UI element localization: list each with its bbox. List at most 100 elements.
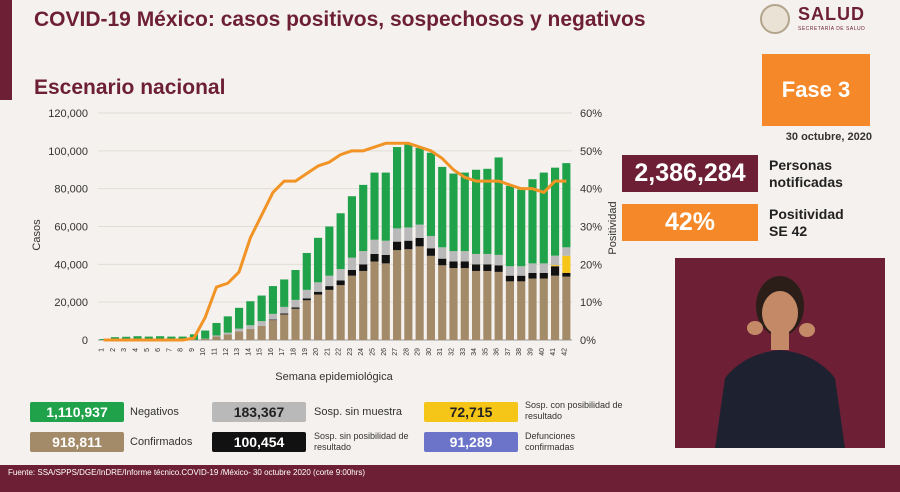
x-tick-label: 3 bbox=[121, 348, 128, 352]
bar-sin_muestra bbox=[268, 313, 277, 320]
bar-negativos bbox=[404, 143, 413, 228]
x-tick-label: 28 bbox=[403, 348, 410, 356]
x-tick-label: 16 bbox=[268, 348, 275, 356]
y2-tick-label: 50% bbox=[580, 146, 602, 158]
bar-sin_posibilidad bbox=[393, 241, 402, 251]
bar-sin_posibilidad bbox=[562, 272, 571, 277]
bar-negativos bbox=[517, 189, 526, 267]
y-tick-label: 120,000 bbox=[48, 108, 88, 120]
legend-sin-posibilidad-label: Sosp. sin posibilidad de resultado bbox=[314, 431, 409, 452]
bar-confirmados bbox=[404, 249, 413, 340]
bar-negativos bbox=[257, 295, 266, 322]
bar-sin_muestra bbox=[404, 227, 413, 241]
x-tick-label: 34 bbox=[471, 348, 478, 356]
y2-tick-label: 0% bbox=[580, 335, 596, 347]
bar-confirmados bbox=[528, 278, 537, 340]
bar-confirmados bbox=[235, 331, 244, 340]
y2-axis-ticks: 0% 10% 20% 30% 40% 50% 60% bbox=[580, 108, 602, 347]
bar-confirmados bbox=[212, 336, 221, 340]
x-tick-label: 15 bbox=[257, 348, 264, 356]
bar-sin_muestra bbox=[291, 299, 300, 308]
y-axis-label: Casos bbox=[31, 219, 43, 251]
bar-negativos bbox=[472, 169, 481, 254]
bar-sin_posibilidad bbox=[336, 280, 345, 286]
bar-sin_posibilidad bbox=[381, 254, 390, 264]
bar-sin_posibilidad bbox=[415, 237, 424, 247]
x-tick-label: 7 bbox=[166, 348, 173, 352]
bar-sin_muestra bbox=[347, 257, 356, 271]
bar-negativos bbox=[133, 336, 142, 340]
bar-sin_muestra bbox=[280, 306, 289, 314]
bar-sin_posibilidad bbox=[551, 266, 560, 276]
bar-negativos bbox=[381, 172, 390, 241]
y2-tick-label: 40% bbox=[580, 184, 602, 196]
y-tick-label: 100,000 bbox=[48, 146, 88, 158]
bar-sin_posibilidad bbox=[314, 291, 323, 295]
x-tick-label: 18 bbox=[291, 348, 298, 356]
footer-source: Fuente: SSA/SPPS/DGE/InDRE/Informe técni… bbox=[8, 468, 366, 477]
bar-sin_muestra bbox=[551, 255, 560, 266]
bar-sin_posibilidad bbox=[483, 264, 492, 271]
x-tick-label: 19 bbox=[302, 348, 309, 356]
bar-confirmados bbox=[223, 334, 232, 340]
bar-sin_posibilidad bbox=[449, 261, 458, 269]
legend-sin-posibilidad-value: 100,454 bbox=[212, 432, 306, 452]
bar-sin_posibilidad bbox=[280, 313, 289, 315]
bar-confirmados bbox=[393, 250, 402, 340]
legend-con-posibilidad-label: Sosp. con posibilidad de resultado bbox=[525, 400, 623, 421]
x-tick-label: 27 bbox=[392, 348, 399, 356]
bar-con_posibilidad bbox=[562, 255, 571, 273]
x-tick-label: 37 bbox=[505, 348, 512, 356]
x-tick-label: 26 bbox=[381, 348, 388, 356]
x-tick-label: 6 bbox=[155, 348, 162, 352]
x-tick-label: 20 bbox=[313, 348, 320, 356]
bar-negativos bbox=[562, 163, 571, 248]
bar-negativos bbox=[212, 322, 221, 336]
x-tick-label: 39 bbox=[528, 348, 535, 356]
bar-negativos bbox=[246, 301, 255, 326]
bar-negativos bbox=[268, 286, 277, 314]
bar-sin_posibilidad bbox=[517, 275, 526, 282]
bar-confirmados bbox=[291, 308, 300, 340]
x-tick-label: 1 bbox=[99, 348, 106, 352]
legend-negativos-value: 1,110,937 bbox=[30, 402, 124, 422]
bar-sin_muestra bbox=[505, 266, 514, 276]
bar-negativos bbox=[449, 173, 458, 252]
x-tick-label: 9 bbox=[189, 348, 196, 352]
legend-defunciones-label: Defunciones confirmadas bbox=[525, 431, 576, 452]
bar-negativos bbox=[325, 226, 334, 276]
bar-sin_muestra bbox=[246, 325, 255, 330]
bar-confirmados bbox=[415, 246, 424, 340]
y-tick-label: 80,000 bbox=[54, 184, 88, 196]
bar-sin_muestra bbox=[359, 251, 368, 265]
bar-confirmados bbox=[280, 314, 289, 340]
bar-confirmados bbox=[460, 268, 469, 340]
bar-sin_posibilidad bbox=[347, 270, 356, 276]
salud-logo: SALUD SECRETARÍA DE SALUD bbox=[760, 4, 890, 40]
bar-negativos bbox=[144, 336, 153, 340]
x-tick-label: 4 bbox=[133, 348, 140, 352]
bar-sin_muestra bbox=[449, 251, 458, 262]
bar-confirmados bbox=[494, 271, 503, 340]
fase-badge: Fase 3 bbox=[762, 54, 870, 126]
seal-icon bbox=[760, 4, 790, 34]
x-tick-label: 25 bbox=[370, 348, 377, 356]
bar-sin_posibilidad bbox=[370, 253, 379, 262]
x-tick-label: 2 bbox=[110, 348, 117, 352]
x-tick-label: 42 bbox=[561, 348, 568, 356]
x-tick-label: 29 bbox=[415, 348, 422, 356]
x-tick-label: 41 bbox=[550, 348, 557, 356]
bar-sin_muestra bbox=[562, 247, 571, 256]
logo-text: SALUD bbox=[798, 4, 865, 24]
y-tick-label: 60,000 bbox=[54, 222, 88, 234]
y-tick-label: 0 bbox=[82, 335, 88, 347]
bar-sin_muestra bbox=[483, 253, 492, 265]
bar-confirmados bbox=[449, 268, 458, 340]
bar-sin_posibilidad bbox=[505, 275, 514, 282]
bar-sin_muestra bbox=[302, 289, 311, 299]
y2-tick-label: 20% bbox=[580, 259, 602, 271]
x-tick-label: 5 bbox=[144, 348, 151, 352]
bar-negativos bbox=[460, 172, 469, 252]
bar-sin_posibilidad bbox=[302, 298, 311, 301]
bar-negativos bbox=[223, 316, 232, 333]
